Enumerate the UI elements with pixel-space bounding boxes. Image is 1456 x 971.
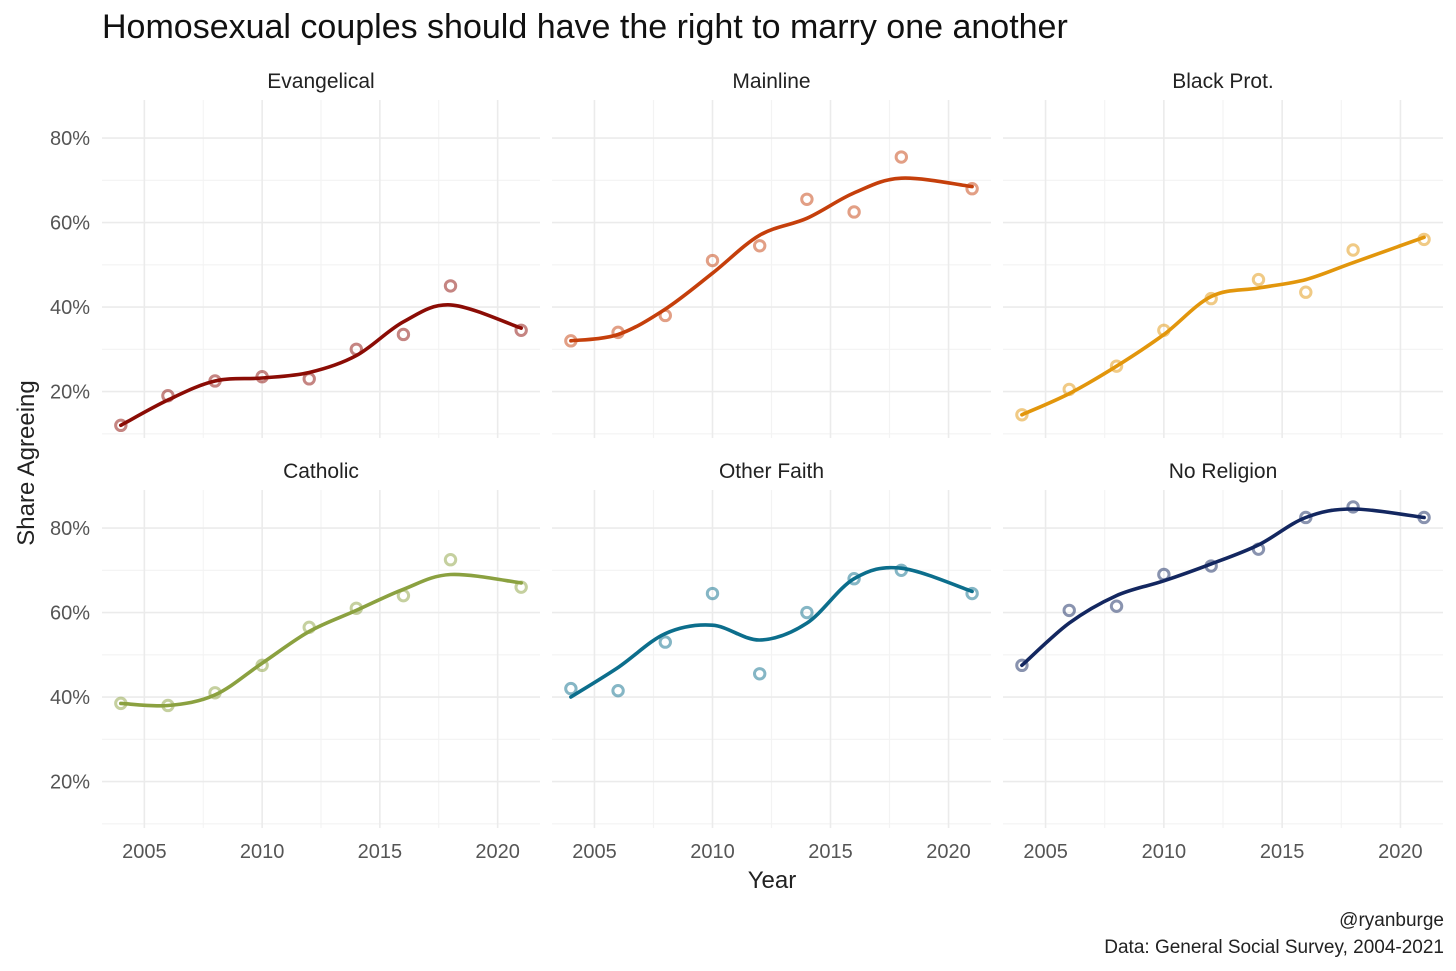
data-point [443,279,458,293]
panel-catholic: Catholic 20% 40% 60% 80% 2005 2010 2015 2020 [50,460,540,863]
data-point [800,605,814,620]
data-point [705,253,720,268]
x-tick-label: 2015 [808,841,853,863]
data-point [255,658,269,673]
caption-source: Data: General Social Survey, 2004-2021 [1104,937,1444,958]
data-point [114,418,128,433]
data-point [894,150,909,164]
panel-title: Black Prot. [1172,70,1274,93]
facet-panels: Evangelical 20% 40% 60% 80% Mainline Black Pro… [50,70,1443,863]
data-point [1251,542,1266,556]
x-tick-label: 2020 [926,841,971,863]
data-point [1417,510,1431,525]
x-tick-label: 2020 [1378,841,1423,863]
data-point [1062,382,1076,397]
panel-no-religion: No Religion 2005 2010 2015 2020 [1003,460,1443,863]
data-point [514,580,528,594]
x-tick-label: 2010 [690,841,735,863]
data-point [965,182,979,196]
data-point [1157,323,1171,337]
data-point [1062,603,1076,618]
x-tick-label: 2020 [475,841,520,863]
data-point [161,389,175,403]
panel-title: Catholic [283,460,359,483]
x-tick-label: 2015 [1260,841,1305,863]
data-point [349,342,364,356]
data-point [965,586,979,601]
chart-title: Homosexual couples should have the right… [102,8,1068,46]
data-point [302,620,316,635]
y-tick-label: 20% [50,382,90,404]
y-tick-label: 80% [50,128,90,150]
panel-title: Mainline [732,70,810,93]
panel-evangelical: Evangelical 20% 40% 60% 80% [50,70,540,438]
data-point [1109,359,1124,373]
data-point [752,667,767,681]
data-point [396,327,411,342]
data-point [564,681,578,696]
trend-line [1020,235,1426,417]
data-point [564,334,578,348]
data-point [658,308,672,323]
data-point [161,698,175,713]
panel-title: No Religion [1169,460,1278,483]
data-point [894,563,909,577]
data-point [1346,243,1360,257]
panel-mainline: Mainline [552,70,991,438]
data-point [1299,510,1313,525]
panel-other-faith: Other Faith 2005 2010 2015 2020 [552,460,991,863]
trend-line [569,565,974,699]
data-point [1157,567,1171,582]
x-tick-label: 2015 [358,841,403,863]
data-point [658,635,672,649]
y-axis-title: Share Agreeing [13,380,40,545]
data-point [302,372,316,386]
data-point [705,586,720,601]
panel-black-prot: Black Prot. [1003,70,1443,438]
data-point [1015,408,1029,422]
data-point [847,205,861,219]
data-point [1204,291,1218,306]
data-point [1015,658,1029,673]
x-tick-label: 2005 [1023,841,1068,863]
data-point [1299,285,1313,299]
trend-line [569,176,974,343]
y-tick-label: 60% [50,213,90,235]
data-point [208,686,222,700]
data-point [752,239,767,253]
data-point [255,370,269,384]
panel-title: Evangelical [267,70,374,93]
data-point [800,192,814,206]
x-tick-label: 2010 [240,841,285,863]
data-point [611,683,625,698]
x-tick-label: 2005 [572,841,617,863]
data-point [1417,232,1431,247]
data-point [208,374,222,388]
data-point [114,696,128,711]
data-point [847,572,861,586]
y-tick-label: 20% [50,772,90,794]
x-axis-title: Year [748,867,797,894]
y-tick-label: 60% [50,603,90,625]
data-point [514,323,528,337]
data-point [443,553,458,567]
data-point [1109,599,1124,613]
data-point [349,601,364,615]
data-point [1251,272,1266,287]
data-point [1346,500,1360,514]
trend-line [1020,507,1426,668]
y-tick-label: 40% [50,687,90,709]
data-point [396,588,411,603]
caption-handle: @ryanburge [1339,910,1444,931]
x-tick-label: 2005 [122,841,167,863]
y-tick-label: 80% [50,518,90,540]
data-point [1204,559,1218,573]
x-tick-label: 2010 [1142,841,1187,863]
panel-title: Other Faith [719,460,824,483]
data-point [611,325,625,340]
y-tick-label: 40% [50,297,90,319]
